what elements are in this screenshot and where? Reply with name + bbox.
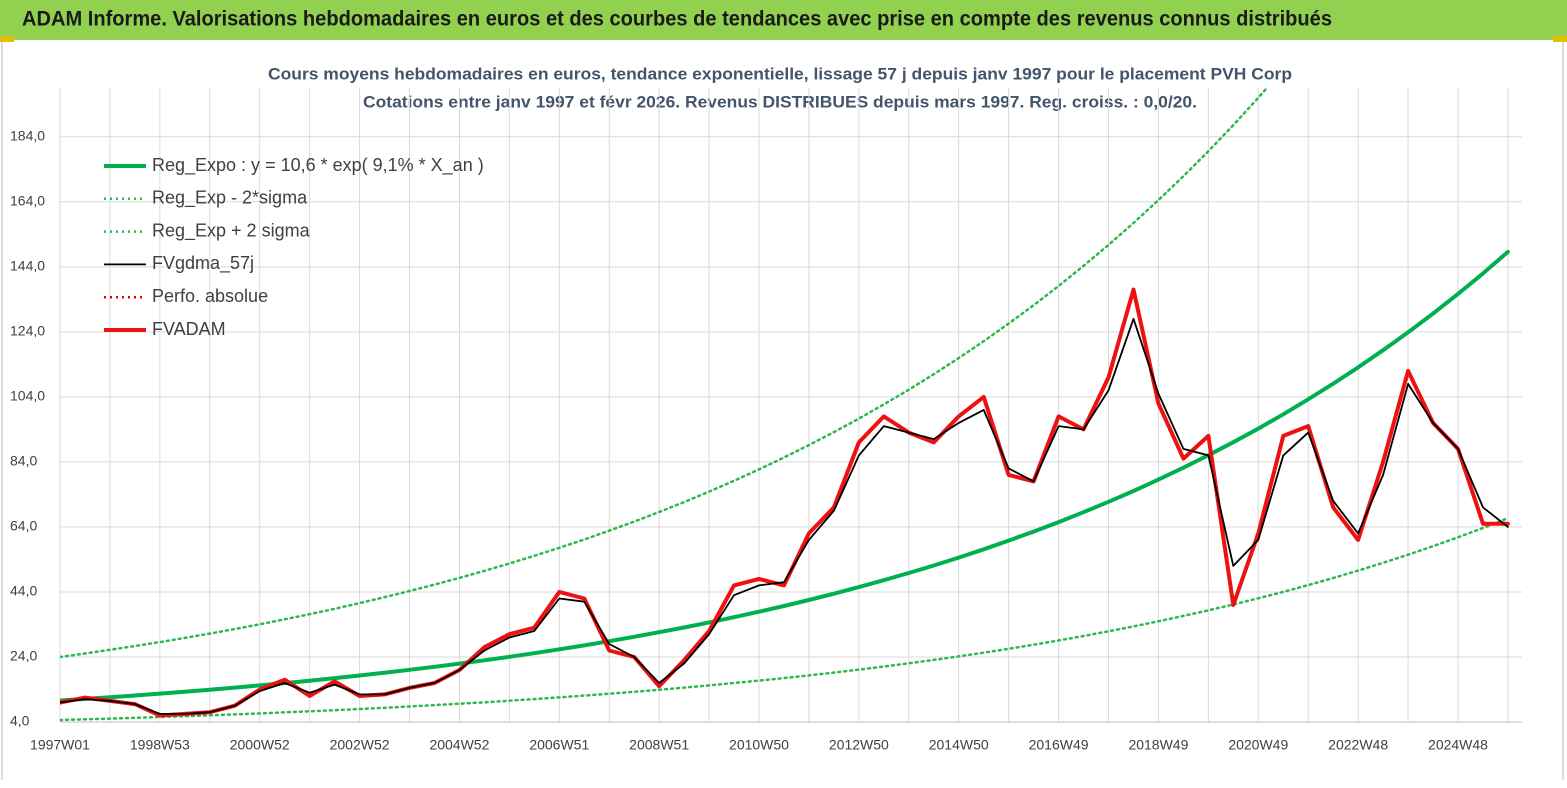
x-tick-label: 2014W50 xyxy=(929,737,989,753)
y-tick-label: 104,0 xyxy=(10,388,45,404)
x-tick-label: 1998W53 xyxy=(130,737,190,753)
legend-label: Reg_Exp + 2 sigma xyxy=(152,220,311,241)
x-tick-label: 2012W50 xyxy=(829,737,889,753)
y-tick-label: 84,0 xyxy=(10,453,37,469)
y-tick-label: 24,0 xyxy=(10,648,37,664)
x-tick-label: 2018W49 xyxy=(1128,737,1188,753)
header-bar xyxy=(0,0,1567,40)
x-tick-label: 2020W49 xyxy=(1228,737,1288,753)
y-tick-label: 184,0 xyxy=(10,127,45,143)
chart-title: Cours moyens hebdomadaires en euros, ten… xyxy=(268,64,1292,83)
x-tick-label: 2006W51 xyxy=(529,737,589,753)
legend-label: FVgdma_57j xyxy=(152,253,254,274)
series-line xyxy=(60,287,1510,718)
legend-label: FVADAM xyxy=(152,319,226,339)
x-tick-label: 2024W48 xyxy=(1428,737,1488,753)
y-tick-label: 164,0 xyxy=(10,192,45,208)
x-tick-label: 2004W52 xyxy=(429,737,489,753)
y-tick-label: 4,0 xyxy=(10,713,30,729)
x-tick-label: 2016W49 xyxy=(1029,737,1089,753)
x-tick-label: 2002W52 xyxy=(330,737,390,753)
plot-area xyxy=(60,88,1510,722)
legend-label: Perfo. absolue xyxy=(152,286,268,306)
series-line xyxy=(60,516,1510,722)
legend-label: Reg_Exp - 2*sigma xyxy=(152,188,308,209)
corner-accent xyxy=(1553,36,1567,42)
x-tick-label: 1997W01 xyxy=(30,737,90,753)
y-tick-label: 144,0 xyxy=(10,258,45,274)
series-line xyxy=(60,317,1509,715)
chart-subtitle: Cotations entre janv 1997 et févr 2026. … xyxy=(363,92,1197,111)
series-line xyxy=(60,249,1510,703)
y-tick-label: 64,0 xyxy=(10,518,37,534)
y-tick-label: 124,0 xyxy=(10,323,45,339)
header-title: ADAM Informe. Valorisations hebdomadaire… xyxy=(22,8,1332,31)
y-tick-label: 44,0 xyxy=(10,583,37,599)
x-tick-label: 2022W48 xyxy=(1328,737,1388,753)
x-tick-label: 2000W52 xyxy=(230,737,290,753)
series-line xyxy=(60,88,1269,659)
x-tick-label: 2010W50 xyxy=(729,737,789,753)
legend-label: Reg_Expo : y = 10,6 * exp( 9,1% * X_an ) xyxy=(152,155,484,176)
x-tick-label: 2008W51 xyxy=(629,737,689,753)
corner-accent xyxy=(0,36,14,42)
